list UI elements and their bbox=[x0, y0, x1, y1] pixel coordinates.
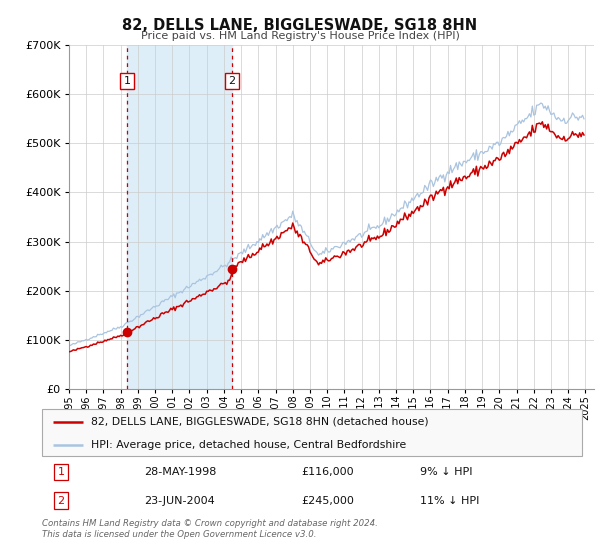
Text: £116,000: £116,000 bbox=[301, 467, 354, 477]
Text: Price paid vs. HM Land Registry's House Price Index (HPI): Price paid vs. HM Land Registry's House … bbox=[140, 31, 460, 41]
Text: 2: 2 bbox=[228, 76, 235, 86]
Bar bbox=[127, 45, 232, 389]
Text: 9% ↓ HPI: 9% ↓ HPI bbox=[420, 467, 473, 477]
Text: 2: 2 bbox=[58, 496, 64, 506]
Text: 28-MAY-1998: 28-MAY-1998 bbox=[145, 467, 217, 477]
Text: 82, DELLS LANE, BIGGLESWADE, SG18 8HN (detached house): 82, DELLS LANE, BIGGLESWADE, SG18 8HN (d… bbox=[91, 417, 428, 427]
Text: £245,000: £245,000 bbox=[301, 496, 354, 506]
Text: 1: 1 bbox=[124, 76, 131, 86]
Text: 11% ↓ HPI: 11% ↓ HPI bbox=[420, 496, 479, 506]
Text: HPI: Average price, detached house, Central Bedfordshire: HPI: Average price, detached house, Cent… bbox=[91, 440, 406, 450]
Text: This data is licensed under the Open Government Licence v3.0.: This data is licensed under the Open Gov… bbox=[42, 530, 317, 539]
Text: 23-JUN-2004: 23-JUN-2004 bbox=[145, 496, 215, 506]
Text: 82, DELLS LANE, BIGGLESWADE, SG18 8HN: 82, DELLS LANE, BIGGLESWADE, SG18 8HN bbox=[122, 18, 478, 33]
Text: Contains HM Land Registry data © Crown copyright and database right 2024.: Contains HM Land Registry data © Crown c… bbox=[42, 519, 378, 528]
Text: 1: 1 bbox=[58, 467, 64, 477]
FancyBboxPatch shape bbox=[42, 409, 582, 456]
